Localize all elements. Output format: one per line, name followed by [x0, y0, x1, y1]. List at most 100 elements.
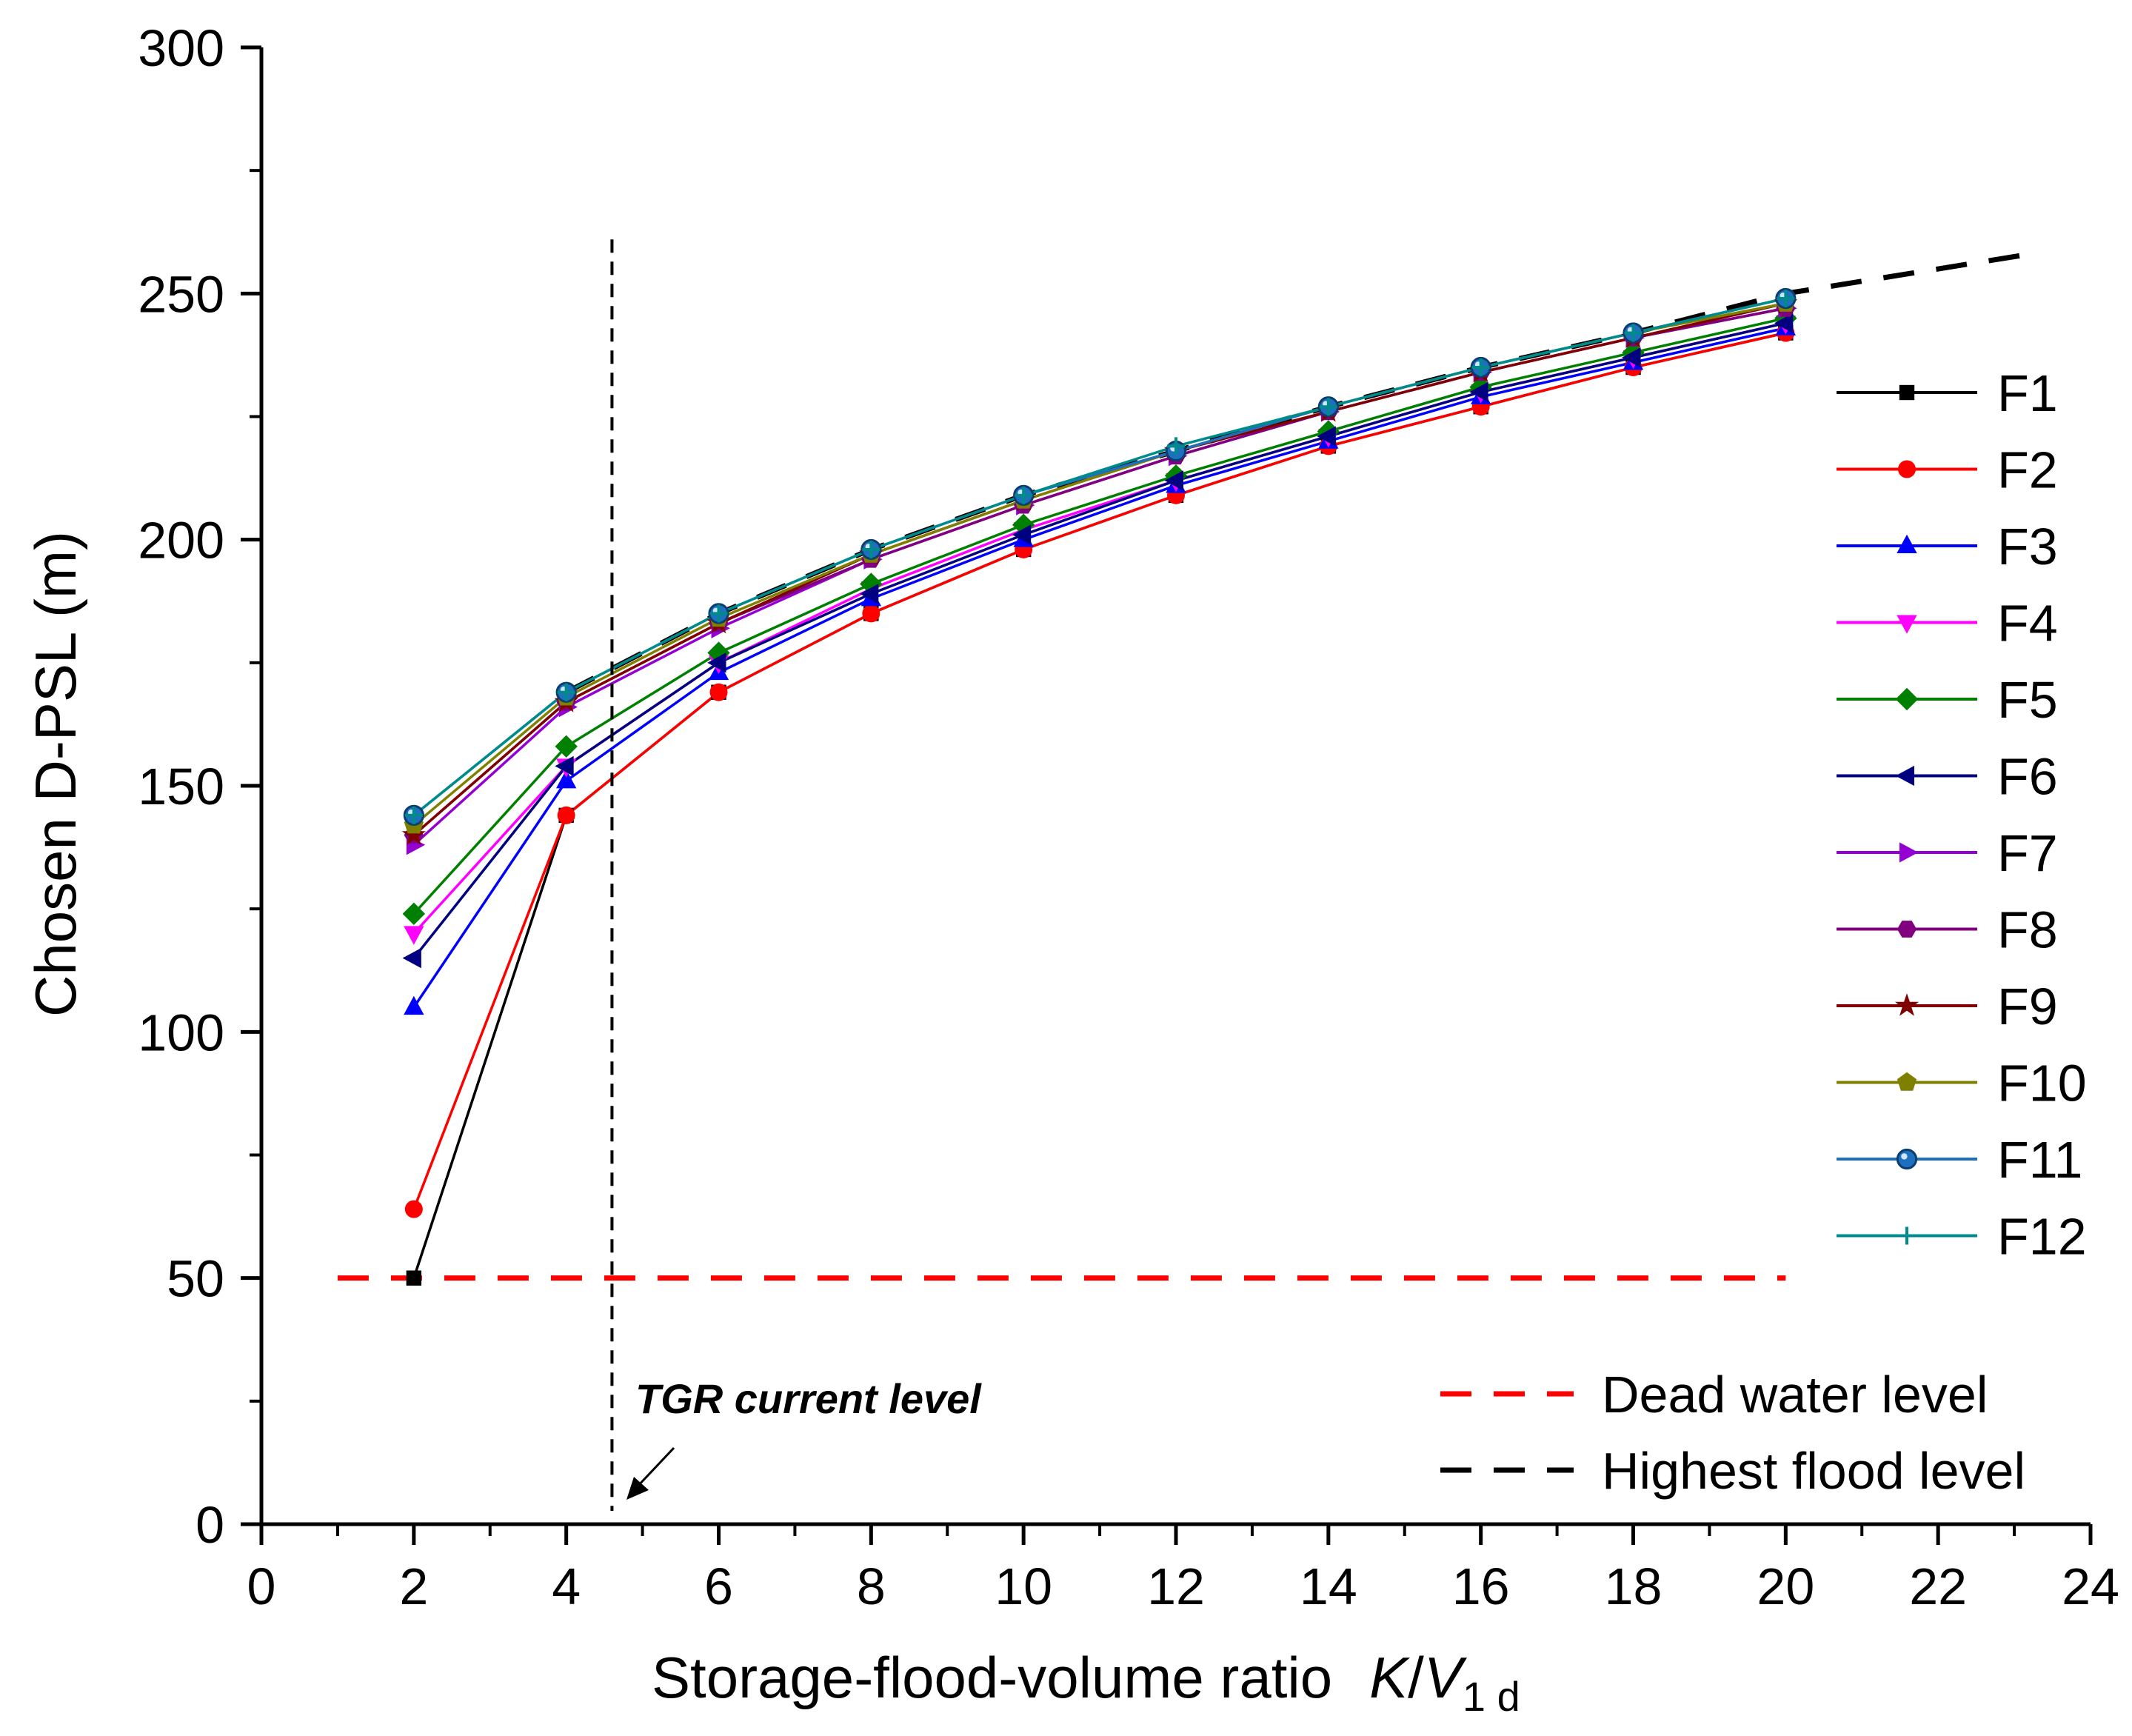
y-tick-label: 150	[138, 758, 224, 815]
legend-ref-item: Highest flood level	[1440, 1442, 2025, 1500]
legend-marker-f10	[1897, 1072, 1917, 1091]
data-point-f12	[862, 540, 880, 558]
data-point-f2	[404, 1200, 423, 1218]
legend-label: F11	[1997, 1131, 2082, 1189]
legend-item-f3: F3	[1837, 518, 2058, 575]
x-tick-label: 24	[2062, 1558, 2119, 1615]
legend-item-f12: F12	[1837, 1208, 2087, 1266]
data-point-f12	[1777, 289, 1795, 307]
series-line-f6	[412, 321, 1786, 959]
x-axis-title-text: Storage-flood-volume ratio	[652, 1645, 1332, 1710]
annotation: TGR current level	[610, 239, 982, 1511]
legend-reference: Dead water level Highest flood level	[1440, 1366, 2025, 1500]
highest-flood-level-line	[565, 251, 2031, 695]
data-point-f12	[1015, 486, 1033, 504]
data-point-f6	[555, 755, 574, 777]
legend-marker-f12	[1898, 1226, 1916, 1245]
legend-label: F3	[1997, 518, 2058, 575]
data-point-f12	[1471, 358, 1490, 377]
data-point-f4	[404, 926, 424, 945]
legend-marker-f6	[1895, 765, 1914, 787]
series-line-f4	[412, 321, 1786, 935]
legend-label: F5	[1997, 671, 2058, 729]
y-tick-label: 0	[196, 1496, 224, 1554]
legend-item-f8: F8	[1837, 901, 2058, 959]
series-line-f5	[412, 316, 1786, 915]
data-point-f6	[1012, 524, 1032, 545]
x-tick-label: 10	[995, 1558, 1052, 1615]
series-line-f2	[412, 331, 1786, 1210]
data-point-f6	[1164, 470, 1183, 491]
legend-marker-f1	[1899, 384, 1915, 401]
series-line-f9	[412, 301, 1786, 836]
legend-item-f10: F10	[1837, 1055, 2087, 1112]
x-axis-symbol-k: K	[1369, 1645, 1410, 1710]
legend-item-f11: F11	[1837, 1131, 2082, 1189]
legend-label: F12	[1997, 1208, 2087, 1266]
data-point-f12	[404, 806, 423, 824]
series-line-f11	[412, 297, 1786, 817]
legend-marker-f2	[1898, 460, 1916, 478]
x-tick-label: 16	[1452, 1558, 1510, 1615]
x-tick-label: 6	[704, 1558, 733, 1615]
legend-marker-f3	[1897, 534, 1917, 553]
y-tick-label: 200	[138, 512, 224, 570]
data-point-f6	[1622, 347, 1641, 368]
legend-label: F2	[1997, 441, 2058, 499]
x-tick-label: 0	[247, 1558, 276, 1615]
series-markers	[401, 287, 1798, 1286]
legend-marker-f11	[1896, 1148, 1918, 1170]
legend-label: F6	[1997, 748, 2058, 806]
legend-item-f6: F6	[1837, 748, 2058, 806]
legend-label: F4	[1997, 595, 2058, 652]
data-point-f12	[1167, 437, 1185, 455]
legend-item-f7: F7	[1837, 824, 2058, 882]
legend-marker-f5	[1895, 687, 1919, 711]
legend-marker-f9	[1894, 993, 1919, 1016]
legend-label: F1	[1997, 364, 2058, 422]
data-point-f2	[557, 806, 575, 824]
reference-lines	[337, 251, 2031, 1281]
data-point-f12	[1319, 398, 1337, 416]
legend-label: F10	[1997, 1055, 2087, 1112]
x-tick-label: 4	[552, 1558, 581, 1615]
data-point-f12	[709, 604, 728, 623]
data-point-f6	[1317, 426, 1336, 447]
y-tick-label: 250	[138, 265, 224, 323]
y-tick-label: 300	[138, 19, 224, 77]
legend: F1 F2 F3 F4 F5 F6 F7 F8 F9 F10 F11 F12	[1837, 364, 2087, 1266]
x-axis-symbol-sub: 1 d	[1463, 1673, 1520, 1720]
axes	[259, 47, 2091, 1526]
legend-label: F8	[1997, 901, 2058, 959]
legend-item-f1: F1	[1837, 364, 2058, 422]
data-point-f6	[707, 652, 726, 673]
data-point-f6	[1469, 381, 1488, 402]
data-point-f3	[555, 769, 577, 789]
legend-ref-item: Dead water level	[1440, 1366, 1988, 1423]
legend-item-f9: F9	[1837, 978, 2058, 1035]
series-line-f3	[412, 327, 1786, 1009]
legend-label: F9	[1997, 978, 2058, 1035]
legend-ref-label: Dead water level	[1602, 1366, 1988, 1423]
legend-item-f2: F2	[1837, 441, 2058, 499]
data-point-f1	[406, 1270, 422, 1286]
data-point-f6	[1774, 313, 1794, 333]
x-tick-label: 8	[857, 1558, 886, 1615]
data-point-f2	[862, 604, 880, 623]
data-point-f12	[1624, 324, 1643, 342]
y-tick-label: 100	[138, 1004, 224, 1061]
data-point-f5	[555, 735, 578, 758]
legend-ref-label: Highest flood level	[1602, 1442, 2025, 1500]
legend-marker-f4	[1897, 615, 1917, 634]
x-axis-symbol-v: V	[1424, 1645, 1468, 1710]
series-lines	[412, 297, 1786, 1279]
data-point-f12	[557, 683, 575, 701]
x-axis-title: Storage-flood-volume ratio K/V1 d	[652, 1645, 1520, 1720]
annotation-arrow-head	[626, 1477, 649, 1500]
tgr-current-level-label: TGR current level	[635, 1375, 982, 1422]
legend-item-f5: F5	[1837, 671, 2058, 729]
data-point-f5	[402, 902, 426, 926]
legend-label: F7	[1997, 824, 2058, 882]
